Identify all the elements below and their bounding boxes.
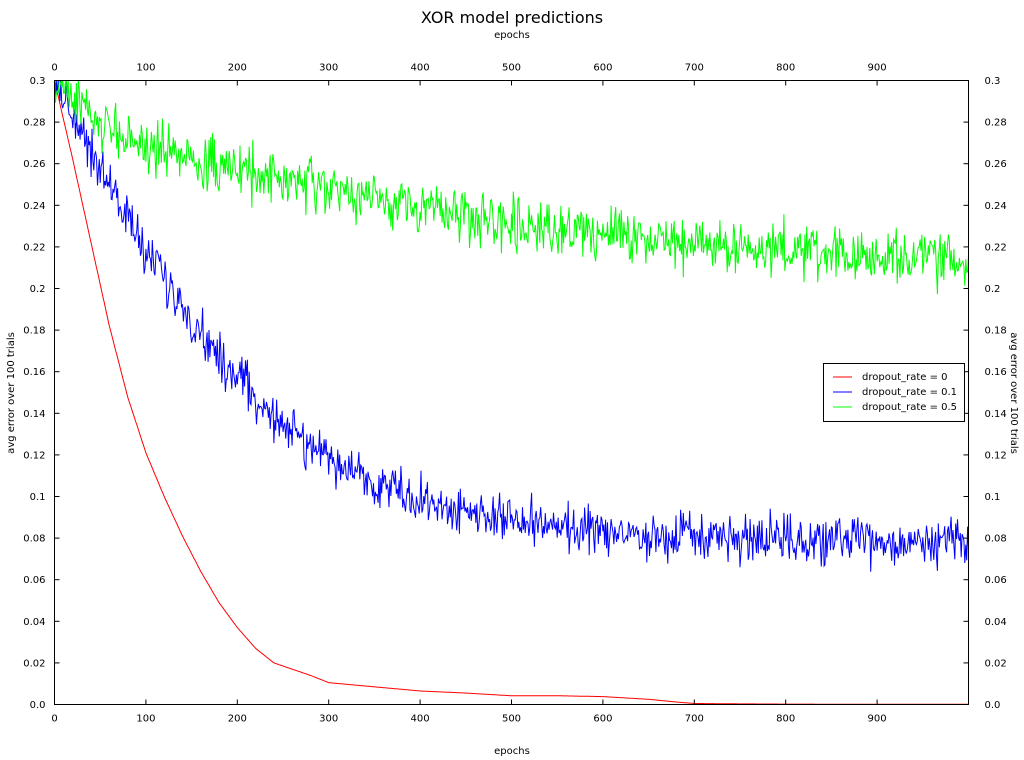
y-tick-label-left: 0.0 xyxy=(30,700,46,711)
y-tick-label-right: 0.24 xyxy=(985,201,1007,212)
x-tick-label-top: 200 xyxy=(228,63,247,74)
y-tick-label-right: 0.2 xyxy=(985,284,1001,295)
x-tick-label-top: 800 xyxy=(776,63,795,74)
y-tick-label-left: 0.12 xyxy=(23,450,45,461)
y-tick-label-right: 0.22 xyxy=(985,242,1007,253)
x-tick-label-bottom: 200 xyxy=(228,714,247,725)
y-tick-label-right: 0.06 xyxy=(985,575,1007,586)
y-tick-label-left: 0.14 xyxy=(23,409,45,420)
x-tick-label-top: 600 xyxy=(593,63,612,74)
x-tick-label-bottom: 100 xyxy=(136,714,155,725)
y-tick-label-right: 0.02 xyxy=(985,658,1007,669)
x-tick-label-top: 300 xyxy=(319,63,338,74)
chart-title: XOR model predictions xyxy=(421,8,603,27)
y-tick-label-right: 0.12 xyxy=(985,450,1007,461)
x-tick-label-bottom: 900 xyxy=(868,714,887,725)
y-tick-label-left: 0.3 xyxy=(30,76,46,87)
x-tick-label-top: 700 xyxy=(685,63,704,74)
y-tick-label-left: 0.1 xyxy=(30,492,46,503)
y-tick-label-left: 0.08 xyxy=(23,534,45,545)
y-tick-label-left: 0.28 xyxy=(23,118,45,129)
y-tick-label-left: 0.22 xyxy=(23,242,45,253)
y-tick-label-left: 0.06 xyxy=(23,575,45,586)
x-tick-label-top: 900 xyxy=(868,63,887,74)
x-tick-label-top: 400 xyxy=(411,63,430,74)
y-tick-label-right: 0.26 xyxy=(985,159,1007,170)
x-tick-label-top: 500 xyxy=(502,63,521,74)
y-tick-label-left: 0.26 xyxy=(23,159,45,170)
legend-label-dropout-0-5: dropout_rate = 0.5 xyxy=(862,402,957,413)
legend-label-dropout-0: dropout_rate = 0 xyxy=(862,372,948,383)
tick-layer: 0 0 100 100 200 200 300 300 400 400 500 500 600 600 70… xyxy=(23,63,1007,725)
x-tick-label-top: 100 xyxy=(136,63,155,74)
x-tick-label-top: 0 xyxy=(51,63,57,74)
y-tick-label-right: 0.3 xyxy=(985,76,1001,87)
y-tick-label-left: 0.2 xyxy=(30,284,46,295)
y-tick-label-right: 0.14 xyxy=(985,409,1007,420)
series-line-dropout-0-5 xyxy=(54,79,969,295)
x-tick-label-bottom: 800 xyxy=(776,714,795,725)
x-tick-label-bottom: 0 xyxy=(51,714,57,725)
x-tick-label-bottom: 400 xyxy=(411,714,430,725)
legend-label-dropout-0-1: dropout_rate = 0.1 xyxy=(862,387,957,398)
x-tick-label-bottom: 500 xyxy=(502,714,521,725)
right-y-axis-label: avg error over 100 trials xyxy=(1008,332,1019,454)
y-tick-label-right: 0.0 xyxy=(985,700,1001,711)
y-tick-label-left: 0.04 xyxy=(23,617,45,628)
y-tick-label-left: 0.16 xyxy=(23,367,45,378)
y-tick-label-right: 0.28 xyxy=(985,118,1007,129)
x-tick-label-bottom: 300 xyxy=(319,714,338,725)
y-tick-label-right: 0.08 xyxy=(985,534,1007,545)
y-tick-label-left: 0.02 xyxy=(23,658,45,669)
x-tick-label-bottom: 700 xyxy=(685,714,704,725)
y-tick-label-right: 0.1 xyxy=(985,492,1001,503)
top-x-axis-label: epochs xyxy=(494,30,530,41)
y-tick-label-right: 0.04 xyxy=(985,617,1007,628)
x-tick-label-bottom: 600 xyxy=(593,714,612,725)
legend: dropout_rate = 0 dropout_rate = 0.1 drop… xyxy=(823,363,965,422)
y-tick-label-left: 0.18 xyxy=(23,326,45,337)
y-tick-label-left: 0.24 xyxy=(23,201,45,212)
series-line-dropout-0-1 xyxy=(54,80,969,572)
bottom-x-axis-label: epochs xyxy=(494,746,530,757)
y-tick-label-right: 0.16 xyxy=(985,367,1007,378)
left-y-axis-label: avg error over 100 trials xyxy=(6,332,17,454)
y-tick-label-right: 0.18 xyxy=(985,326,1007,337)
